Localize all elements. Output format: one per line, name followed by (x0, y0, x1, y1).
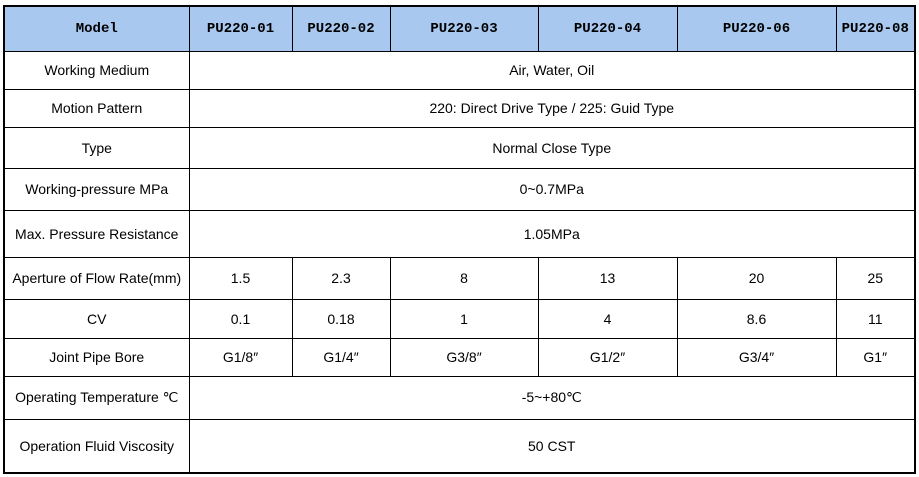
cell: G1/8″ (188, 337, 293, 377)
header-cell: PU220-01 (188, 5, 293, 52)
table-row: Operation Fluid Viscosity 50 CST (3, 418, 916, 474)
cell: 0.18 (291, 298, 391, 339)
header-cell: PU220-06 (676, 5, 837, 52)
table-row: Motion Pattern 220: Direct Drive Type / 2… (3, 88, 916, 128)
cell: 8 (389, 256, 539, 300)
cell: 1.05MPa (188, 209, 916, 258)
cell: G1/2″ (537, 337, 678, 377)
cell: 11 (835, 298, 916, 339)
header-cell: Model (3, 5, 190, 52)
table-row: Joint Pipe Bore G1/8″ G1/4″ G3/8″ G1/2″ G3/4″… (3, 337, 916, 377)
cell: G1/4″ (291, 337, 391, 377)
cell: 20 (676, 256, 837, 300)
cell: G1″ (835, 337, 916, 377)
table-row: Working-pressure MPa 0~0.7MPa (3, 167, 916, 211)
cell: Air, Water, Oil (188, 50, 916, 90)
cell: 0.1 (188, 298, 293, 339)
row-label: CV (3, 298, 190, 339)
row-label: Max. Pressure Resistance (3, 209, 190, 258)
row-label: Aperture of Flow Rate(mm) (3, 256, 190, 300)
table-row: Operating Temperature ℃ -5~+80℃ (3, 375, 916, 420)
cell: 220: Direct Drive Type / 225: Guid Type (188, 88, 916, 128)
table-row: Aperture of Flow Rate(mm) 1.5 2.3 8 13 20 25 (3, 256, 916, 300)
row-label: Type (3, 126, 190, 169)
cell: 0~0.7MPa (188, 167, 916, 211)
table-body: Working Medium Air, Water, Oil Motion Patt… (3, 50, 916, 474)
row-label: Working-pressure MPa (3, 167, 190, 211)
cell: 1.5 (188, 256, 293, 300)
cell: 2.3 (291, 256, 391, 300)
table-row: Working Medium Air, Water, Oil (3, 50, 916, 90)
table-row: CV 0.1 0.18 1 4 8.6 11 (3, 298, 916, 339)
spec-table: Model PU220-01 PU220-02 PU220-03 PU220-04 PU2… (3, 5, 916, 474)
row-label: Operating Temperature ℃ (3, 375, 190, 420)
row-label: Joint Pipe Bore (3, 337, 190, 377)
header-row: Model PU220-01 PU220-02 PU220-03 PU220-04 PU2… (3, 5, 916, 52)
table-row: Max. Pressure Resistance 1.05MPa (3, 209, 916, 258)
cell: 1 (389, 298, 539, 339)
header-cell: PU220-02 (291, 5, 391, 52)
table-row: Type Normal Close Type (3, 126, 916, 169)
row-label: Operation Fluid Viscosity (3, 418, 190, 474)
cell: 50 CST (188, 418, 916, 474)
cell: -5~+80℃ (188, 375, 916, 420)
cell: 4 (537, 298, 678, 339)
row-label: Motion Pattern (3, 88, 190, 128)
cell: G3/8″ (389, 337, 539, 377)
cell: 8.6 (676, 298, 837, 339)
header-cell: PU220-04 (537, 5, 678, 52)
cell: 13 (537, 256, 678, 300)
table-head: Model PU220-01 PU220-02 PU220-03 PU220-04 PU2… (3, 5, 916, 52)
cell: G3/4″ (676, 337, 837, 377)
header-cell: PU220-03 (389, 5, 539, 52)
cell: 25 (835, 256, 916, 300)
row-label: Working Medium (3, 50, 190, 90)
header-cell: PU220-08 (835, 5, 916, 52)
cell: Normal Close Type (188, 126, 916, 169)
